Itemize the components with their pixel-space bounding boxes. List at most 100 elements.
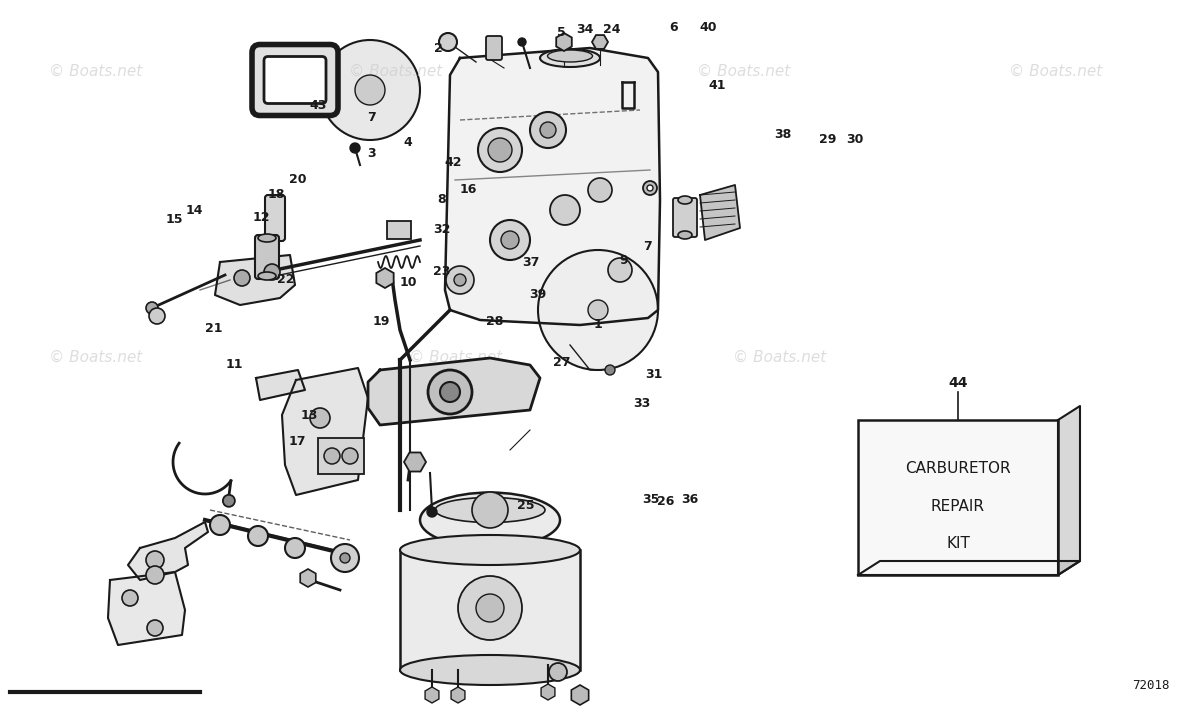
- Polygon shape: [215, 255, 295, 305]
- Circle shape: [588, 300, 608, 320]
- Text: 24: 24: [604, 24, 620, 36]
- Text: 29: 29: [820, 133, 836, 146]
- Text: 37: 37: [522, 256, 539, 269]
- Ellipse shape: [540, 49, 600, 67]
- Text: © Boats.net: © Boats.net: [1009, 64, 1103, 79]
- Text: 17: 17: [289, 435, 306, 448]
- Text: 42: 42: [445, 156, 462, 169]
- Ellipse shape: [547, 50, 593, 62]
- Text: 18: 18: [268, 188, 284, 201]
- Circle shape: [248, 526, 268, 546]
- Circle shape: [608, 258, 632, 282]
- Ellipse shape: [400, 655, 580, 685]
- Circle shape: [478, 128, 522, 172]
- FancyBboxPatch shape: [386, 221, 410, 239]
- Text: 14: 14: [186, 204, 203, 217]
- Text: 7: 7: [367, 111, 377, 124]
- Text: 72018: 72018: [1133, 679, 1170, 692]
- Text: 2: 2: [433, 42, 443, 55]
- Text: 36: 36: [682, 493, 698, 506]
- Ellipse shape: [434, 498, 545, 523]
- Text: 38: 38: [774, 128, 791, 141]
- FancyBboxPatch shape: [486, 36, 502, 60]
- Circle shape: [548, 663, 566, 681]
- Text: © Boats.net: © Boats.net: [49, 349, 143, 365]
- Text: 3: 3: [367, 147, 377, 160]
- Text: 43: 43: [310, 99, 326, 112]
- Text: 39: 39: [529, 288, 546, 301]
- Circle shape: [550, 195, 580, 225]
- Circle shape: [146, 551, 164, 569]
- Circle shape: [518, 38, 526, 46]
- Text: 28: 28: [486, 315, 503, 328]
- Text: 15: 15: [166, 213, 182, 226]
- Text: 26: 26: [658, 495, 674, 508]
- Text: © Boats.net: © Boats.net: [409, 349, 503, 365]
- Circle shape: [502, 231, 518, 249]
- Ellipse shape: [678, 196, 692, 204]
- Text: 30: 30: [846, 133, 863, 146]
- Circle shape: [647, 185, 653, 191]
- Circle shape: [234, 270, 250, 286]
- FancyBboxPatch shape: [673, 198, 697, 237]
- Circle shape: [428, 370, 472, 414]
- Text: 19: 19: [373, 315, 390, 328]
- Circle shape: [310, 408, 330, 428]
- Polygon shape: [445, 48, 660, 325]
- Circle shape: [454, 274, 466, 286]
- Text: © Boats.net: © Boats.net: [49, 64, 143, 79]
- Ellipse shape: [678, 231, 692, 239]
- FancyBboxPatch shape: [264, 56, 326, 104]
- Circle shape: [330, 445, 350, 465]
- Text: 34: 34: [576, 24, 593, 36]
- Text: © Boats.net: © Boats.net: [697, 64, 791, 79]
- Text: 13: 13: [301, 409, 318, 422]
- Text: 44: 44: [948, 376, 967, 390]
- Polygon shape: [108, 572, 185, 645]
- Text: REPAIR: REPAIR: [931, 498, 985, 513]
- FancyBboxPatch shape: [252, 44, 338, 116]
- Circle shape: [286, 538, 305, 558]
- Circle shape: [488, 138, 512, 162]
- Text: CARBURETOR: CARBURETOR: [905, 461, 1010, 476]
- Text: 22: 22: [277, 273, 294, 286]
- FancyBboxPatch shape: [256, 235, 278, 279]
- Text: 21: 21: [205, 322, 222, 335]
- FancyBboxPatch shape: [858, 420, 1058, 575]
- Circle shape: [476, 594, 504, 622]
- Ellipse shape: [258, 234, 276, 242]
- Circle shape: [355, 75, 385, 105]
- Polygon shape: [282, 368, 368, 495]
- Circle shape: [146, 566, 164, 584]
- Text: 41: 41: [709, 79, 726, 92]
- Circle shape: [320, 40, 420, 140]
- Text: 6: 6: [668, 21, 678, 34]
- Circle shape: [605, 365, 614, 375]
- Polygon shape: [858, 561, 1080, 575]
- Text: 16: 16: [460, 183, 476, 196]
- FancyBboxPatch shape: [265, 195, 286, 241]
- Text: 8: 8: [437, 193, 446, 206]
- Polygon shape: [256, 370, 305, 400]
- Circle shape: [439, 33, 457, 51]
- Text: 5: 5: [557, 26, 566, 39]
- Circle shape: [458, 576, 522, 640]
- Polygon shape: [700, 185, 740, 240]
- Circle shape: [472, 492, 508, 528]
- Text: KIT: KIT: [946, 536, 970, 551]
- Circle shape: [122, 590, 138, 606]
- Circle shape: [540, 122, 556, 138]
- Circle shape: [643, 181, 658, 195]
- Ellipse shape: [258, 272, 276, 280]
- Circle shape: [223, 495, 235, 507]
- Text: 31: 31: [646, 368, 662, 381]
- Text: 10: 10: [400, 276, 416, 288]
- Circle shape: [340, 553, 350, 563]
- Ellipse shape: [420, 493, 560, 548]
- Circle shape: [264, 264, 280, 280]
- Text: 20: 20: [289, 174, 306, 186]
- Polygon shape: [128, 522, 208, 580]
- Circle shape: [149, 308, 166, 324]
- Text: 9: 9: [619, 254, 629, 267]
- Polygon shape: [400, 550, 580, 670]
